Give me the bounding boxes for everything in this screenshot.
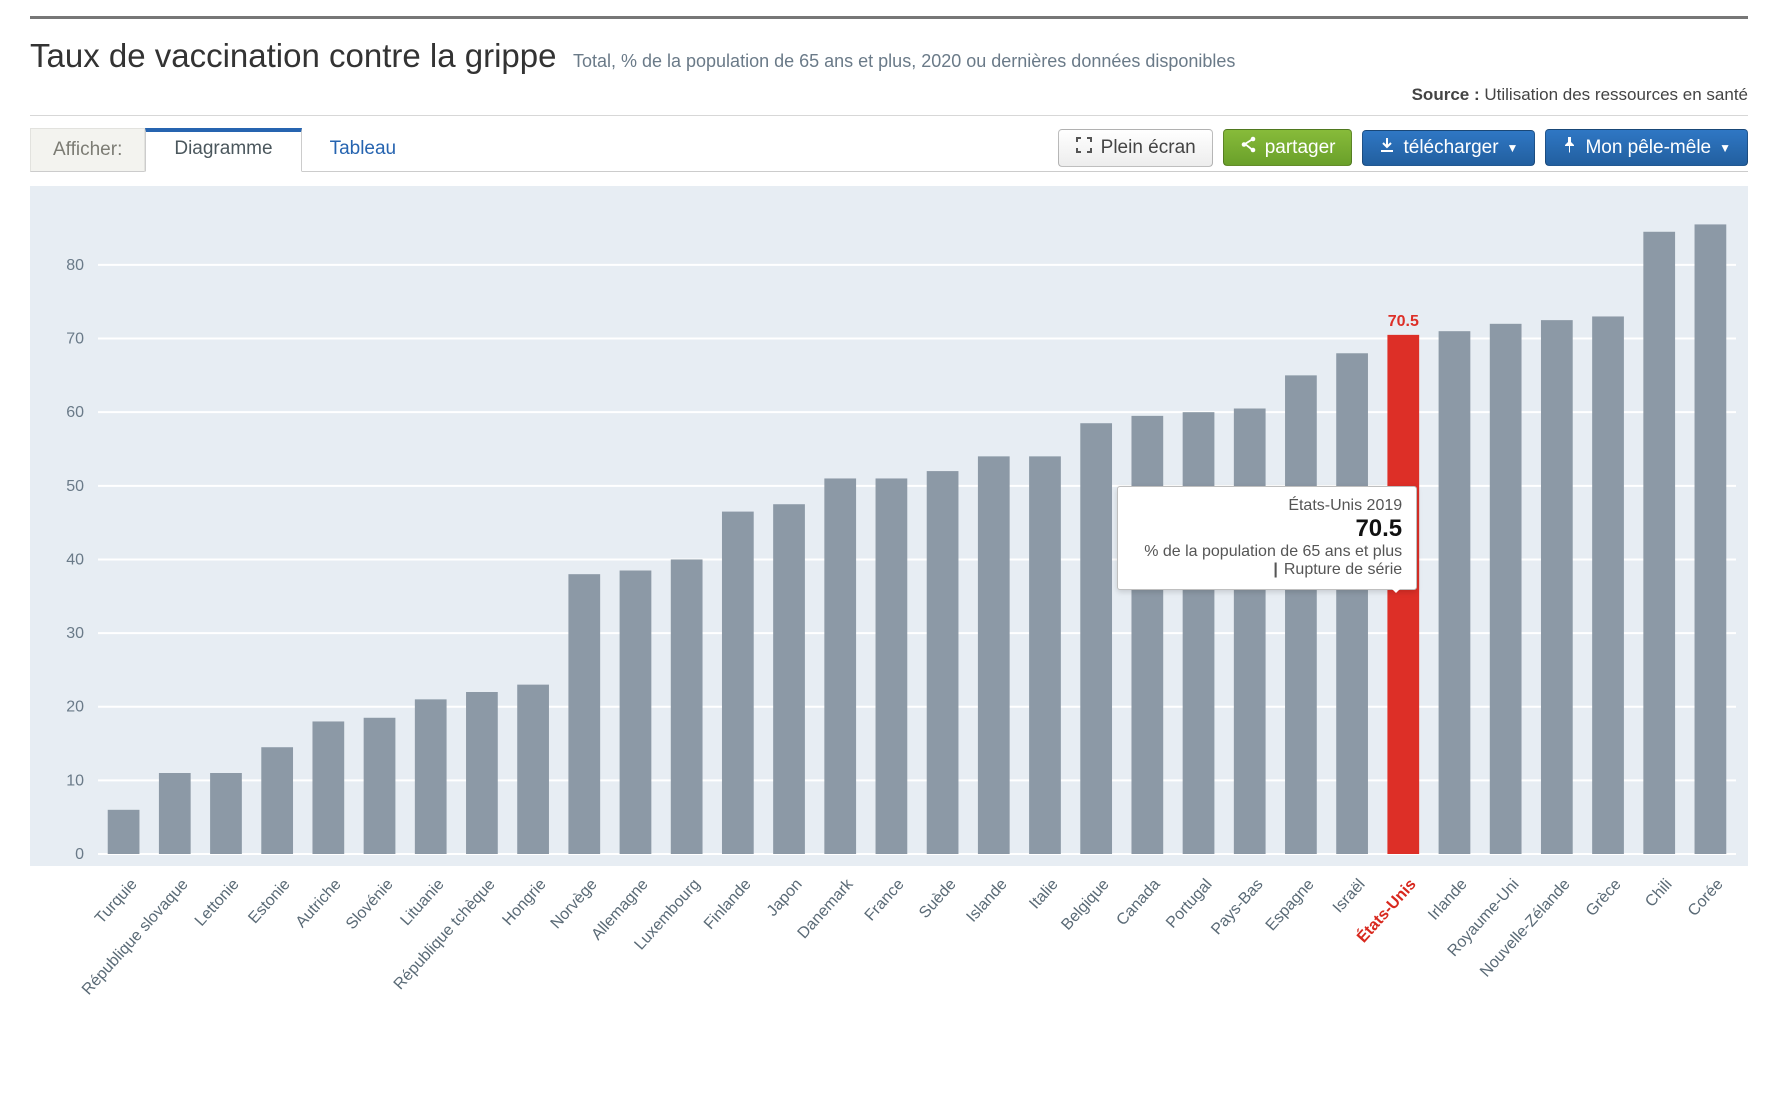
svg-text:40: 40 — [66, 551, 84, 568]
afficher-label: Afficher: — [30, 128, 145, 172]
tooltip: États-Unis 2019 70.5 % de la population … — [1117, 486, 1417, 590]
x-axis-label: Hongrie — [500, 876, 551, 930]
fullscreen-icon — [1075, 136, 1093, 160]
share-icon — [1240, 136, 1257, 159]
toolbar: Afficher: Diagramme Tableau Plein écran … — [30, 128, 1748, 172]
download-button[interactable]: télécharger ▼ — [1362, 130, 1535, 166]
page-title: Taux de vaccination contre la grippe — [30, 37, 557, 74]
x-axis-label: Portugal — [1163, 876, 1216, 932]
chart-svg: 0 10 20 30 40 50 60 70 80 — [30, 186, 1748, 866]
tooltip-note: % de la population de 65 ans et plus — [1132, 543, 1402, 561]
highlight-value-label: 70.5 — [1388, 313, 1419, 331]
source-line: Source : Utilisation des ressources en s… — [30, 75, 1748, 105]
svg-text:80: 80 — [66, 257, 84, 274]
source-label: Source : — [1412, 85, 1480, 104]
x-axis-labels: TurquieRépublique slovaqueLettonieEstoni… — [98, 866, 1736, 1036]
source-text: Utilisation des ressources en santé — [1484, 85, 1748, 104]
x-axis-label: Turquie — [92, 876, 141, 928]
x-axis-label: Grèce — [1583, 876, 1626, 920]
download-icon — [1379, 137, 1395, 159]
pinboard-button[interactable]: Mon pêle-mêle ▼ — [1545, 129, 1748, 166]
x-axis-label: Lituanie — [397, 876, 448, 930]
chevron-down-icon: ▼ — [1507, 141, 1519, 155]
x-axis-label: Nouvelle-Zélande — [1477, 876, 1574, 981]
share-label: partager — [1265, 137, 1336, 159]
x-axis-label: Irlande — [1426, 876, 1472, 924]
svg-text:70: 70 — [66, 331, 84, 348]
x-axis-label: Canada — [1114, 876, 1165, 930]
pinboard-label: Mon pêle-mêle — [1585, 137, 1711, 159]
tooltip-value: 70.5 — [1132, 515, 1402, 543]
x-axis-label: France — [862, 876, 909, 925]
chevron-down-icon: ▼ — [1719, 141, 1731, 155]
svg-text:0: 0 — [75, 846, 84, 863]
x-axis-label: Estonie — [245, 876, 294, 928]
x-axis-label: Slovénie — [342, 876, 396, 934]
tab-table[interactable]: Tableau — [302, 128, 425, 172]
x-axis-label: Corée — [1685, 876, 1728, 920]
svg-text:30: 30 — [66, 625, 84, 642]
svg-text:50: 50 — [66, 478, 84, 495]
x-axis-label: Israël — [1330, 876, 1370, 917]
fullscreen-button[interactable]: Plein écran — [1058, 129, 1213, 167]
x-axis-label: Lettonie — [192, 876, 243, 930]
x-axis-label: Espagne — [1263, 876, 1319, 935]
x-axis-label: Pays-Bas — [1208, 876, 1267, 939]
pin-icon — [1562, 136, 1577, 159]
x-axis-label: Japon — [764, 876, 807, 920]
x-axis-label: Suède — [916, 876, 960, 922]
svg-text:60: 60 — [66, 404, 84, 421]
header: Taux de vaccination contre la grippe Tot… — [30, 19, 1748, 116]
page-subtitle: Total, % de la population de 65 ans et p… — [573, 51, 1235, 71]
bar-chart[interactable]: 0 10 20 30 40 50 60 70 80 70.5 États-Unis 2019 7… — [30, 186, 1748, 866]
x-axis-label: Italie — [1026, 876, 1062, 913]
x-axis-label: République tchèque — [391, 876, 500, 994]
svg-text:20: 20 — [66, 699, 84, 716]
download-label: télécharger — [1403, 137, 1498, 159]
tooltip-header: États-Unis 2019 — [1132, 497, 1402, 515]
tab-chart[interactable]: Diagramme — [145, 128, 301, 172]
x-axis-label: Chili — [1642, 876, 1676, 911]
x-axis-label: Islande — [963, 876, 1011, 926]
share-button[interactable]: partager — [1223, 129, 1353, 166]
x-axis-label: Autriche — [293, 876, 346, 932]
fullscreen-label: Plein écran — [1101, 137, 1196, 159]
x-axis-label: Belgique — [1058, 876, 1113, 934]
svg-text:10: 10 — [66, 772, 84, 789]
x-axis-label: Finlande — [701, 876, 755, 934]
tooltip-rupture: Rupture de série — [1132, 561, 1402, 579]
